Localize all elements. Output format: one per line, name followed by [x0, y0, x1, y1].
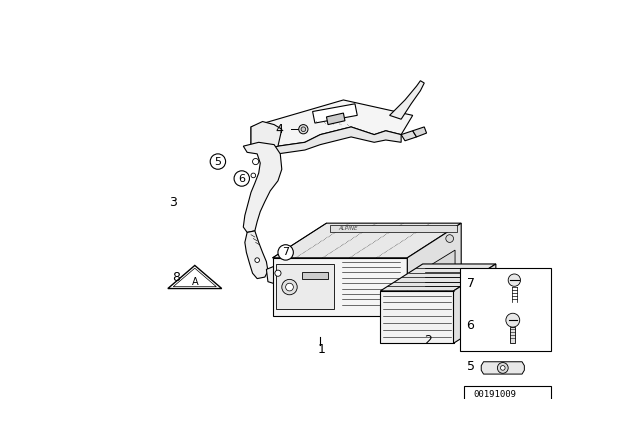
Circle shape — [301, 127, 306, 132]
Text: 00191009: 00191009 — [474, 390, 516, 399]
Polygon shape — [454, 264, 496, 343]
Text: 6: 6 — [467, 319, 474, 332]
Polygon shape — [312, 104, 357, 123]
Text: 5: 5 — [467, 360, 475, 373]
Polygon shape — [276, 264, 334, 310]
Polygon shape — [411, 250, 455, 296]
Circle shape — [508, 274, 520, 286]
Text: 6: 6 — [238, 173, 245, 184]
Circle shape — [275, 270, 281, 276]
Polygon shape — [481, 362, 524, 374]
Circle shape — [282, 280, 297, 295]
Text: 7: 7 — [467, 277, 475, 290]
Circle shape — [446, 235, 454, 242]
Bar — [460, 268, 551, 351]
Circle shape — [506, 313, 520, 327]
Polygon shape — [326, 113, 345, 125]
Bar — [511, 327, 515, 343]
Polygon shape — [173, 268, 216, 287]
Polygon shape — [251, 100, 413, 146]
Polygon shape — [251, 121, 282, 150]
Circle shape — [255, 258, 259, 263]
Bar — [464, 386, 551, 428]
Circle shape — [251, 173, 255, 178]
Polygon shape — [472, 401, 543, 407]
Circle shape — [285, 283, 293, 291]
Circle shape — [497, 362, 508, 373]
Text: 2: 2 — [424, 335, 432, 348]
Polygon shape — [401, 131, 417, 141]
Polygon shape — [243, 142, 282, 233]
Text: 7: 7 — [282, 247, 289, 258]
Text: A: A — [191, 277, 198, 288]
Circle shape — [234, 171, 250, 186]
Polygon shape — [168, 265, 221, 289]
Circle shape — [500, 366, 505, 370]
Polygon shape — [413, 127, 427, 137]
Polygon shape — [472, 407, 543, 422]
Text: 5: 5 — [214, 156, 221, 167]
Polygon shape — [380, 291, 454, 343]
Text: ALPINE: ALPINE — [338, 226, 358, 231]
Circle shape — [253, 159, 259, 165]
Polygon shape — [273, 223, 461, 258]
Polygon shape — [245, 231, 268, 279]
Polygon shape — [380, 264, 496, 291]
Polygon shape — [251, 127, 401, 154]
Polygon shape — [302, 271, 328, 280]
Polygon shape — [330, 225, 458, 233]
Polygon shape — [273, 258, 407, 315]
Circle shape — [278, 245, 293, 260]
Text: 3: 3 — [168, 196, 177, 209]
Text: 4: 4 — [276, 123, 284, 136]
Text: 1: 1 — [317, 343, 325, 356]
Circle shape — [299, 125, 308, 134]
Circle shape — [210, 154, 225, 169]
Polygon shape — [266, 263, 289, 285]
Polygon shape — [390, 81, 424, 119]
Polygon shape — [407, 223, 461, 315]
Text: 8: 8 — [172, 271, 180, 284]
